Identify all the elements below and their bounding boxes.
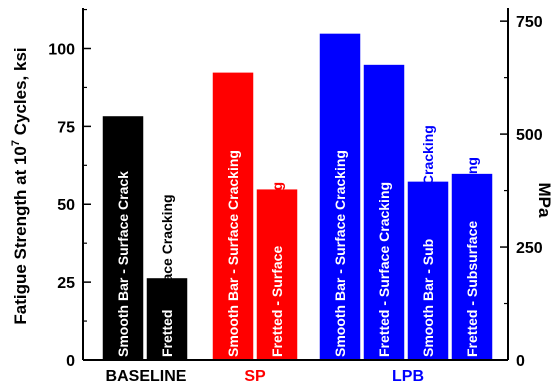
bar-label-6: Fretted - Surface Cracking	[376, 182, 392, 357]
bar-label-6-part-a: Fretted - Surface Cracking	[376, 182, 392, 357]
bar-label-2-part-b: Surface Cracking	[159, 194, 175, 309]
bar-label-1: Smooth Bar - Surface Cracking	[115, 150, 131, 357]
y-tick-label-75: 75	[57, 119, 75, 136]
bar-label-8-part-a: Fretted - Subsurface	[464, 217, 480, 357]
bar-label-4-part-b: Cracking	[269, 182, 285, 242]
y-axis-title-rest: Cycles, ksi	[11, 47, 30, 140]
bar-label-4-part-a: Fretted - Surface	[269, 242, 285, 357]
bar-8	[450, 172, 494, 361]
axes-layer	[82, 8, 509, 361]
y-tick-label-25: 25	[57, 275, 75, 292]
bar-1	[101, 114, 145, 361]
y-right-tick-label-500: 500	[516, 127, 543, 144]
group-label-lpb: LPB	[392, 368, 424, 385]
y-tick-label-100: 100	[48, 41, 75, 58]
bars-layer	[101, 32, 494, 361]
bar-label-4: Fretted - Surface Cracking	[269, 182, 285, 357]
bar-label-5-part-a: Smooth Bar - Surface Cracking	[332, 150, 348, 357]
bar-label-2-part-a: Fretted	[159, 310, 175, 357]
y-axis-title: Fatigue Strength at 107 Cycles, ksi	[10, 47, 30, 324]
bar-label-8: Fretted - Subsurface Cracking	[464, 157, 480, 357]
labels-layer: Smooth Bar - Surface Cracking FrettedSurf…	[10, 14, 553, 385]
bar-label-7-part-b: surface Cracking	[420, 125, 436, 239]
bar-3	[211, 71, 255, 361]
y-right-tick-label-0: 0	[516, 353, 525, 370]
y-axis-title-main: Fatigue Strength at 10	[11, 146, 30, 325]
y-right-tick-label-250: 250	[516, 240, 543, 257]
bar-label-7: Smooth Bar - Subsurface Cracking	[420, 125, 436, 357]
y-axis-title-sup: 7	[10, 140, 22, 146]
y-tick-label-0: 0	[66, 353, 75, 370]
bar-label-2: FrettedSurface Cracking	[159, 194, 175, 357]
bar-label-1-part-a: Smooth Bar - Surface Crack	[115, 171, 131, 357]
y-right-tick-label-750: 750	[516, 14, 543, 31]
bar-6	[362, 63, 406, 361]
bar-label-3: Smooth Bar - Surface Cracking	[225, 150, 241, 357]
bar-label-5: Smooth Bar - Surface Cracking	[332, 150, 348, 357]
bar-label-3-part-a: Smooth Bar - Surface Cracking	[225, 150, 241, 357]
bar-2	[145, 276, 189, 361]
bar-label-1-part-b: ing	[115, 150, 131, 171]
y-axis-right-title: MPa	[535, 183, 553, 219]
bar-4	[255, 187, 299, 361]
y-tick-label-50: 50	[57, 197, 75, 214]
group-label-sp: SP	[244, 368, 266, 385]
group-label-baseline: BASELINE	[106, 368, 187, 385]
bar-label-8-part-b: Cracking	[464, 157, 480, 217]
bar-label-7-part-a: Smooth Bar - Sub	[420, 239, 436, 357]
